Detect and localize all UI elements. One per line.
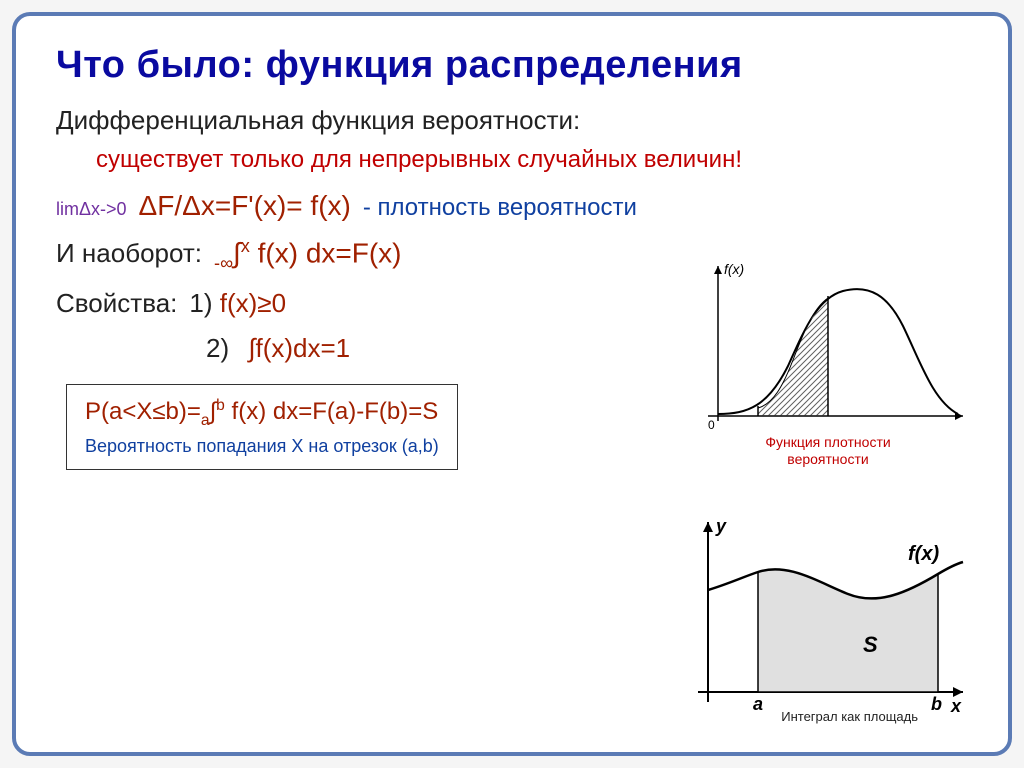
subtitle: Дифференциальная функция вероятности: [56,105,968,136]
continuous-note: существует только для непрерывных случай… [96,146,968,174]
density-formula: ΔF/Δx=F'(x)= f(x) [139,190,351,222]
int-b-label: b [931,694,942,714]
inverse-formula: -∞∫x f(x) dx=F(x) [214,236,401,274]
int-a-label: a [753,694,763,714]
integral-chart: y x f(x) S a b [668,512,968,722]
int-xlabel: x [950,696,962,716]
probability-box: P(a<X≤b)=a∫b f(x) dx=F(a)-F(b)=S Вероятн… [66,384,458,470]
box-formula: P(a<X≤b)=a∫b f(x) dx=F(a)-F(b)=S [85,397,439,430]
pdf-caption: Функция плотности вероятности [728,434,928,468]
pdf-chart: f(x) 0 [688,256,968,436]
int-ylabel: y [715,516,727,536]
pdf-ylabel: f(x) [724,261,744,277]
prop-1: 1) f(x)≥0 [189,288,286,319]
int-fn-label: f(x) [908,543,939,565]
limit-label: limΔx->0 [56,199,127,220]
density-line: limΔx->0 ΔF/Δx=F'(x)= f(x) - плотность в… [56,190,968,222]
slide-frame: Что было: функция распределения Дифферен… [12,12,1012,756]
pdf-origin: 0 [708,418,715,432]
slide-title: Что было: функция распределения [56,44,968,87]
integral-caption: Интеграл как площадь [781,709,918,724]
inverse-label: И наоборот: [56,238,202,269]
box-caption: Вероятность попадания Х на отрезок (a,b) [85,436,439,457]
props-label: Свойства: [56,288,177,319]
density-comment: - плотность вероятности [363,194,637,222]
int-area-label: S [863,632,878,657]
